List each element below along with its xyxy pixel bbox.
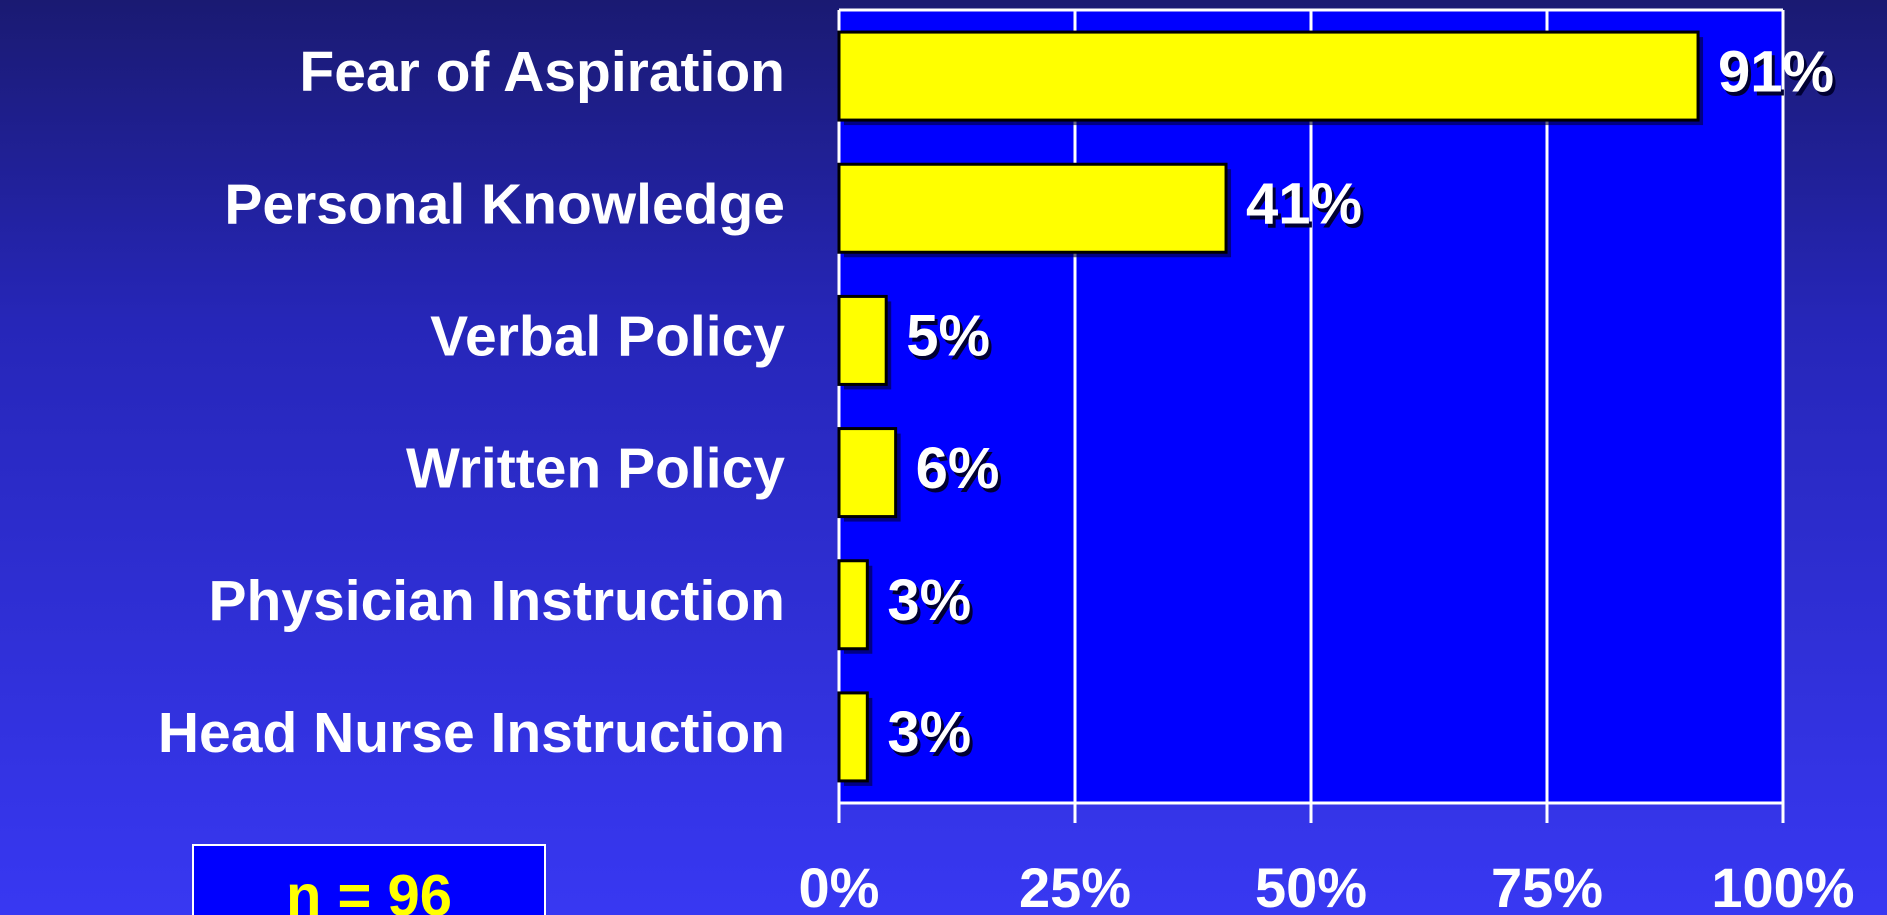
- x-tick-label: 100%: [1711, 856, 1854, 915]
- data-label-shadow: 6%: [919, 440, 1003, 505]
- y-tick-label: Personal Knowledge: [224, 172, 785, 236]
- y-tick-label: Head Nurse Instruction: [158, 701, 785, 765]
- y-tick-label: Fear of Aspiration: [299, 40, 785, 104]
- data-label: 91%: [1718, 39, 1834, 104]
- data-label: 3%: [887, 568, 971, 633]
- bar: [837, 559, 869, 651]
- x-tick-label: 50%: [1255, 856, 1367, 915]
- y-tick-label: Physician Instruction: [209, 569, 785, 633]
- bar: [837, 427, 898, 519]
- data-label: 6%: [916, 436, 1000, 501]
- data-label-shadow: 3%: [890, 704, 974, 769]
- x-tick-label: 75%: [1491, 856, 1603, 915]
- x-tick-label: 0%: [799, 856, 880, 915]
- data-label: 3%: [887, 700, 971, 765]
- bar: [837, 162, 1228, 254]
- data-label-shadow: 3%: [890, 572, 974, 637]
- y-tick-label: Verbal Policy: [430, 304, 785, 368]
- data-label: 41%: [1246, 172, 1362, 237]
- data-label-shadow: 41%: [1249, 176, 1365, 241]
- annotation-box: [192, 844, 546, 915]
- bar: [837, 30, 1700, 122]
- data-label-shadow: 5%: [909, 308, 993, 373]
- data-label: 5%: [906, 304, 990, 369]
- bar: [837, 294, 888, 386]
- data-label-shadow: 91%: [1721, 43, 1837, 108]
- bar: [837, 691, 869, 783]
- x-tick-label: 25%: [1019, 856, 1131, 915]
- y-tick-label: Written Policy: [406, 437, 785, 501]
- annotation: n = 96: [286, 863, 452, 915]
